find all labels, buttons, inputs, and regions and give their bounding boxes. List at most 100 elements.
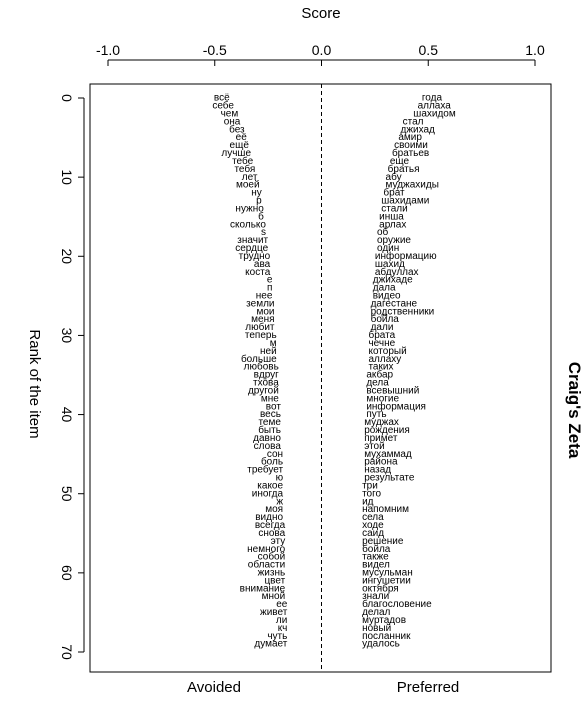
y-tick-label: 60: [59, 565, 75, 581]
avoided-word: р: [256, 196, 262, 207]
avoided-word: больше: [241, 353, 277, 365]
preferred-word: бойла: [371, 313, 400, 325]
preferred-word: дала: [373, 283, 396, 294]
avoided-word: коста: [245, 267, 271, 278]
preferred-word: результате: [364, 473, 415, 484]
avoided-word: жизнь: [258, 567, 286, 578]
avoided-word: лет: [242, 172, 258, 183]
avoided-word: сколько: [230, 219, 266, 230]
preferred-word: путь: [366, 409, 386, 420]
preferred-word: шахидами: [381, 196, 429, 207]
preferred-word: стал: [403, 116, 424, 127]
avoided-word: любовь: [244, 361, 279, 373]
avoided-word: тхова: [253, 378, 279, 389]
avoided-word: она: [224, 116, 241, 127]
preferred-word: посланник: [362, 631, 411, 642]
preferred-word: делал: [362, 607, 390, 618]
avoided-word: слова: [254, 441, 282, 452]
avoided-word: области: [248, 559, 285, 571]
preferred-word: брат: [383, 187, 405, 199]
avoided-word: мои: [256, 306, 274, 317]
avoided-word: давно: [253, 433, 281, 444]
avoided-word: всё: [214, 93, 230, 104]
avoided-word: без: [229, 123, 245, 135]
avoided-word: думает: [254, 639, 287, 650]
bottom-label-preferred: Preferred: [397, 679, 460, 696]
preferred-word: дела: [366, 378, 389, 389]
avoided-word: мной: [262, 591, 286, 602]
avoided-word: кч: [278, 623, 288, 634]
avoided-word: сон: [267, 449, 283, 460]
avoided-word: вдруг: [254, 370, 279, 381]
avoided-word: теме: [258, 417, 281, 428]
preferred-word: аллаху: [368, 354, 401, 365]
side-title: Craig's Zeta: [565, 362, 584, 459]
preferred-word: мусульман: [362, 567, 413, 578]
preferred-word: дали: [371, 322, 394, 333]
avoided-word: иногда: [252, 488, 284, 499]
preferred-word: амир: [398, 132, 422, 143]
preferred-word: информация: [366, 400, 426, 412]
y-tick-label: 30: [59, 328, 75, 344]
y-tick-label: 40: [59, 407, 75, 423]
preferred-word: информацию: [375, 250, 437, 262]
preferred-word: братьев: [392, 147, 429, 159]
avoided-word: ава: [254, 259, 271, 270]
avoided-word: б: [258, 210, 264, 222]
avoided-word: себе: [212, 100, 234, 112]
avoided-word: ещё: [230, 140, 250, 151]
preferred-word: ингушетии: [362, 575, 411, 586]
preferred-word: знали: [362, 591, 389, 602]
preferred-word: об: [377, 226, 389, 238]
avoided-word: трудно: [239, 251, 271, 262]
avoided-word: ее: [276, 599, 288, 610]
y-tick-label: 70: [59, 644, 75, 660]
preferred-word: благословение: [362, 598, 432, 610]
preferred-word: напомним: [362, 504, 409, 515]
avoided-word: вот: [266, 401, 282, 412]
preferred-word: всевышний: [366, 385, 419, 396]
preferred-word: назад: [364, 465, 391, 476]
avoided-word: цвет: [264, 575, 285, 586]
avoided-word: теперь: [245, 330, 277, 341]
avoided-word: её: [236, 132, 248, 143]
avoided-word: ну: [251, 188, 262, 199]
preferred-word: шахид: [375, 259, 405, 270]
preferred-word: многие: [366, 393, 399, 404]
preferred-word: своими: [394, 140, 428, 151]
preferred-word: муджах: [364, 417, 399, 428]
preferred-word: рождения: [364, 425, 410, 436]
avoided-word: ю: [276, 473, 284, 484]
avoided-word: п: [267, 283, 272, 294]
preferred-word: родственники: [371, 306, 435, 317]
avoided-word: немного: [247, 544, 285, 555]
avoided-word: снова: [258, 528, 285, 539]
x-tick-label: 1.0: [525, 42, 545, 58]
y-tick-label: 50: [59, 486, 75, 502]
preferred-word: октября: [362, 582, 399, 594]
avoided-word: нужно: [235, 203, 264, 214]
avoided-word: ней: [260, 346, 277, 357]
preferred-word: видео: [373, 290, 401, 301]
preferred-word: решение: [362, 536, 404, 547]
preferred-word: абу: [386, 171, 402, 183]
avoided-word: быть: [258, 424, 281, 436]
preferred-word: абдуллах: [375, 266, 419, 278]
preferred-word: стали: [381, 203, 407, 214]
word-labels: всёсебечемонабезеёещёлучшетебетебялетмое…: [212, 93, 456, 650]
preferred-word: также: [362, 552, 389, 563]
x-tick-label: -1.0: [96, 42, 120, 58]
y-axis: 0 10 20 30 40 50 60 70: [59, 94, 85, 660]
preferred-word: села: [362, 512, 384, 523]
x-tick-label: 0.0: [312, 42, 332, 58]
avoided-word: видно: [255, 512, 283, 523]
bottom-label-avoided: Avoided: [187, 679, 241, 696]
y-tick-label: 10: [59, 169, 75, 185]
preferred-word: новый: [362, 623, 391, 634]
avoided-word: s: [261, 227, 266, 238]
avoided-word: нее: [256, 290, 273, 301]
x-tick-label: -0.5: [203, 42, 227, 58]
avoided-word: ли: [276, 615, 287, 626]
